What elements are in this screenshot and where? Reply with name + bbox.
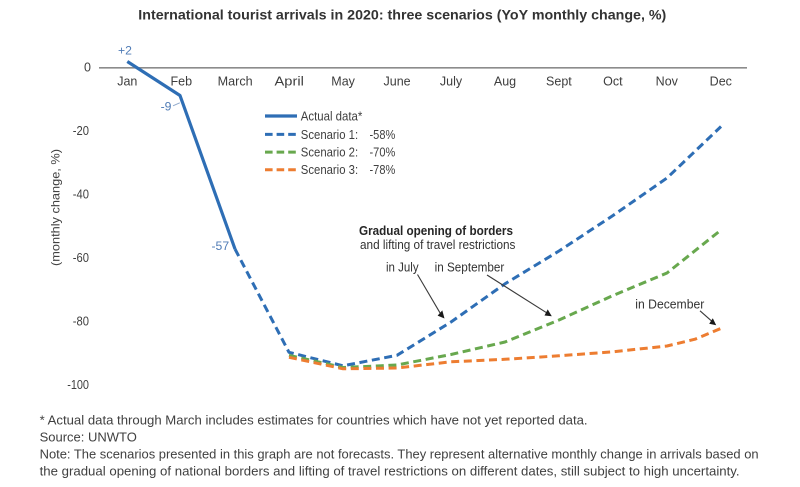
svg-text:(monthly change, %): (monthly change, %) [49, 149, 63, 266]
svg-text:in December: in December [635, 298, 704, 312]
svg-text:Scenario 2:: Scenario 2: [301, 145, 358, 159]
svg-text:June: June [384, 75, 411, 89]
svg-text:International tourist arrivals: International tourist arrivals in 2020: … [138, 6, 666, 22]
svg-text:and lifting of travel restrict: and lifting of travel restrictions [360, 238, 515, 252]
svg-text:Scenario 3:: Scenario 3: [301, 163, 358, 177]
svg-text:in July: in July [386, 261, 419, 275]
svg-text:Jan: Jan [117, 75, 137, 89]
svg-text:July: July [440, 75, 463, 89]
svg-text:Feb: Feb [171, 75, 193, 89]
svg-text:-40: -40 [73, 188, 89, 202]
svg-text:Aug: Aug [494, 75, 516, 89]
svg-text:-20: -20 [73, 124, 89, 138]
svg-text:-9: -9 [161, 99, 172, 113]
svg-text:0: 0 [84, 61, 91, 75]
svg-text:Nov: Nov [656, 75, 679, 89]
svg-text:-60: -60 [73, 251, 89, 265]
svg-text:May: May [331, 75, 355, 89]
svg-text:+2: +2 [118, 44, 132, 58]
svg-text:-100: -100 [67, 378, 89, 392]
svg-text:Source: UNWTO: Source: UNWTO [40, 430, 137, 445]
svg-text:Dec: Dec [710, 75, 732, 89]
svg-text:Sept: Sept [546, 75, 572, 89]
svg-text:* Actual data through March in: * Actual data through March includes est… [40, 412, 588, 427]
svg-text:the gradual opening of nationa: the gradual opening of national borders … [40, 464, 740, 479]
svg-text:in September: in September [435, 261, 505, 275]
svg-text:-57: -57 [211, 239, 229, 253]
svg-text:-70%: -70% [370, 145, 396, 159]
svg-text:Oct: Oct [603, 75, 623, 89]
svg-text:Gradual opening of borders: Gradual opening of borders [359, 223, 513, 238]
svg-text:March: March [218, 75, 253, 89]
svg-text:April: April [275, 75, 304, 89]
svg-text:-80: -80 [73, 315, 89, 329]
svg-text:Scenario 1:: Scenario 1: [301, 128, 358, 142]
svg-text:-78%: -78% [370, 163, 396, 177]
svg-text:Actual data*: Actual data* [301, 109, 363, 123]
svg-text:Note: The scenarios presented: Note: The scenarios presented in this gr… [40, 446, 759, 461]
svg-text:-58%: -58% [370, 128, 396, 142]
